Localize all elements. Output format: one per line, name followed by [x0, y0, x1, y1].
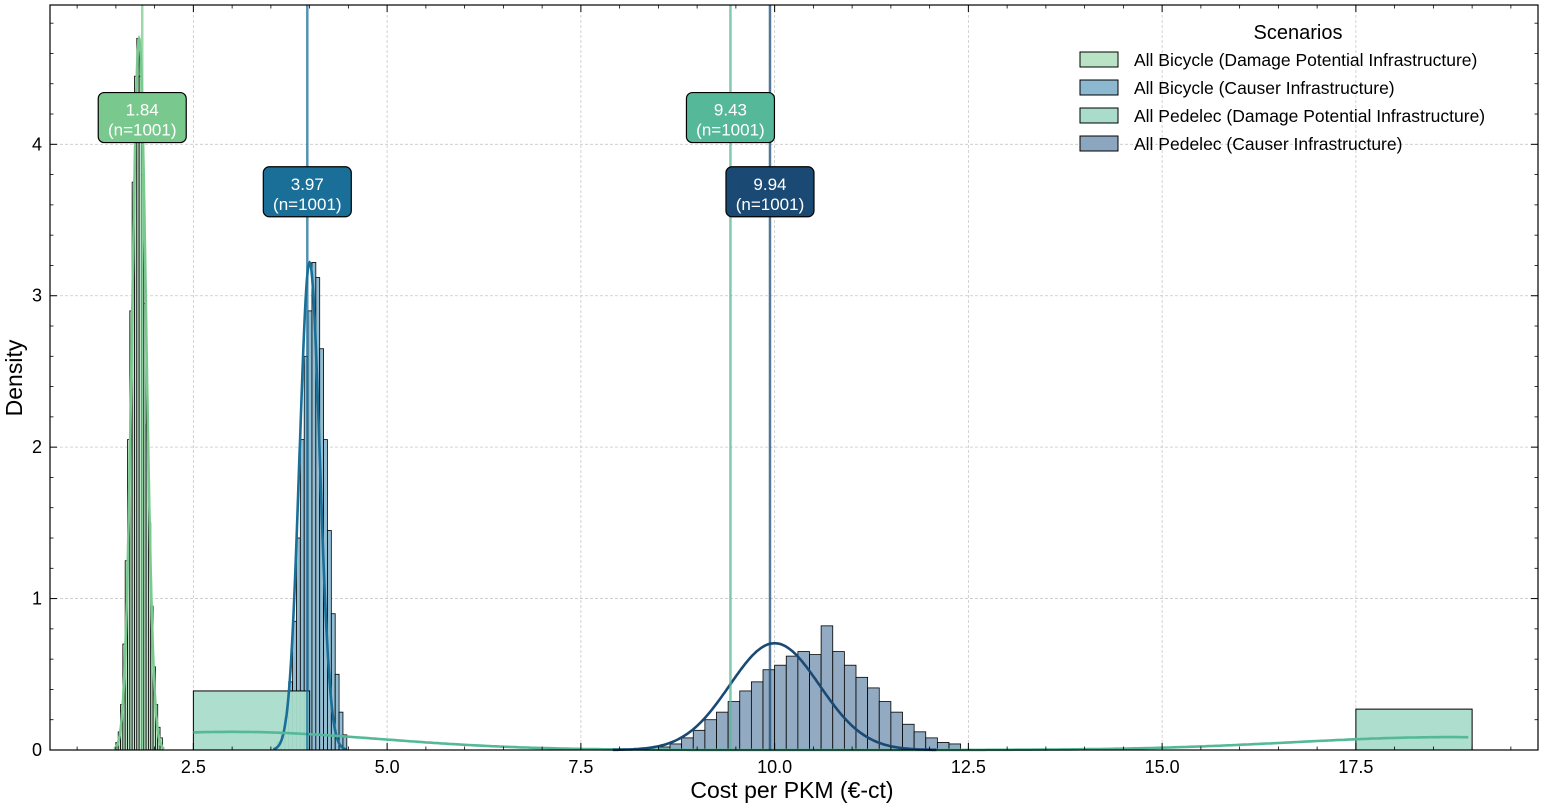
legend-swatch — [1079, 51, 1119, 68]
density-curve — [612, 641, 937, 752]
legend-swatch — [1079, 79, 1119, 96]
mean-count-label: (n=1001) — [273, 195, 342, 214]
density-curve — [272, 260, 347, 751]
histogram-bar — [1355, 708, 1473, 751]
x-tick-label: 10.0 — [757, 757, 792, 777]
histogram-bar — [704, 719, 717, 751]
histogram-bar — [913, 731, 927, 751]
legend-entry-label: All Pedelec (Causer Infrastructure) — [1134, 134, 1402, 154]
histogram-bar — [843, 664, 857, 751]
mean-labels: 1.84(n=1001)3.97(n=1001)9.43(n=1001)9.94… — [97, 91, 815, 218]
histogram-bar — [739, 690, 752, 751]
x-tick-label: 5.0 — [375, 757, 400, 777]
mean-value-label: 9.94 — [753, 175, 786, 194]
histogram-bar — [307, 310, 313, 751]
y-tick-label: 0 — [32, 740, 42, 760]
mean-label-background — [725, 166, 815, 218]
mean-count-label: (n=1001) — [108, 121, 177, 140]
y-tick-label: 3 — [32, 286, 42, 306]
mean-label-background — [97, 91, 187, 144]
mean-label-box: 9.94(n=1001) — [725, 166, 815, 218]
mean-lines — [140, 5, 772, 750]
legend: Scenarios All Bicycle (Damage Potential … — [1079, 22, 1485, 154]
mean-value-label: 3.97 — [291, 175, 324, 194]
x-tick-label: 17.5 — [1338, 757, 1373, 777]
mean-count-label: (n=1001) — [696, 121, 765, 140]
mean-label-background — [685, 91, 776, 144]
x-tick-label: 2.5 — [181, 757, 206, 777]
histogram-bar — [681, 737, 694, 751]
mean-label-box: 3.97(n=1001) — [262, 166, 352, 218]
histogram-bar — [809, 654, 822, 751]
histogram-bar — [192, 690, 311, 751]
mean-label-box: 9.43(n=1001) — [685, 91, 776, 144]
y-tick-label: 2 — [32, 437, 42, 457]
axis-ticks: 2.5 5.0 7.5 10.0 12.5 15.0 17.5 0 1 2 3 4 — [32, 5, 1538, 777]
legend-entry-label: All Bicycle (Causer Infrastructure) — [1134, 78, 1395, 98]
y-axis-label: Density — [1, 339, 27, 416]
legend-swatch — [1079, 135, 1119, 152]
histogram-bar — [716, 711, 729, 751]
x-tick-label: 7.5 — [568, 757, 593, 777]
mean-value-label: 9.43 — [714, 101, 747, 120]
mean-count-label: (n=1001) — [736, 195, 805, 214]
density-curve — [113, 34, 165, 751]
histogram-bar — [925, 737, 938, 751]
y-tick-label: 4 — [32, 134, 42, 154]
x-axis-label: Cost per PKM (€-ct) — [690, 777, 893, 803]
legend-swatch — [1079, 107, 1119, 124]
histogram-bar — [832, 651, 845, 751]
y-tick-label: 1 — [32, 589, 42, 609]
histogram-bar — [855, 676, 869, 751]
histogram-bar — [902, 723, 915, 751]
legend-entry-label: All Bicycle (Damage Potential Infrastruc… — [1134, 50, 1477, 70]
axes-frame — [49, 4, 1539, 751]
mean-label-box: 1.84(n=1001) — [97, 91, 187, 144]
mean-label-background — [262, 166, 352, 218]
grid-lines — [50, 5, 1538, 750]
histogram-bar — [750, 681, 764, 751]
histogram-bar — [774, 664, 787, 751]
x-tick-label: 12.5 — [951, 757, 986, 777]
mean-value-label: 1.84 — [126, 101, 159, 120]
legend-entry-label: All Pedelec (Damage Potential Infrastruc… — [1134, 106, 1485, 126]
x-tick-label: 15.0 — [1145, 757, 1180, 777]
histogram-bar — [890, 711, 903, 751]
legend-title: Scenarios — [1254, 22, 1343, 44]
plot-border — [49, 4, 1539, 751]
histogram-bar — [785, 655, 799, 751]
histogram-bar — [797, 651, 810, 751]
histogram-bar — [692, 729, 706, 751]
